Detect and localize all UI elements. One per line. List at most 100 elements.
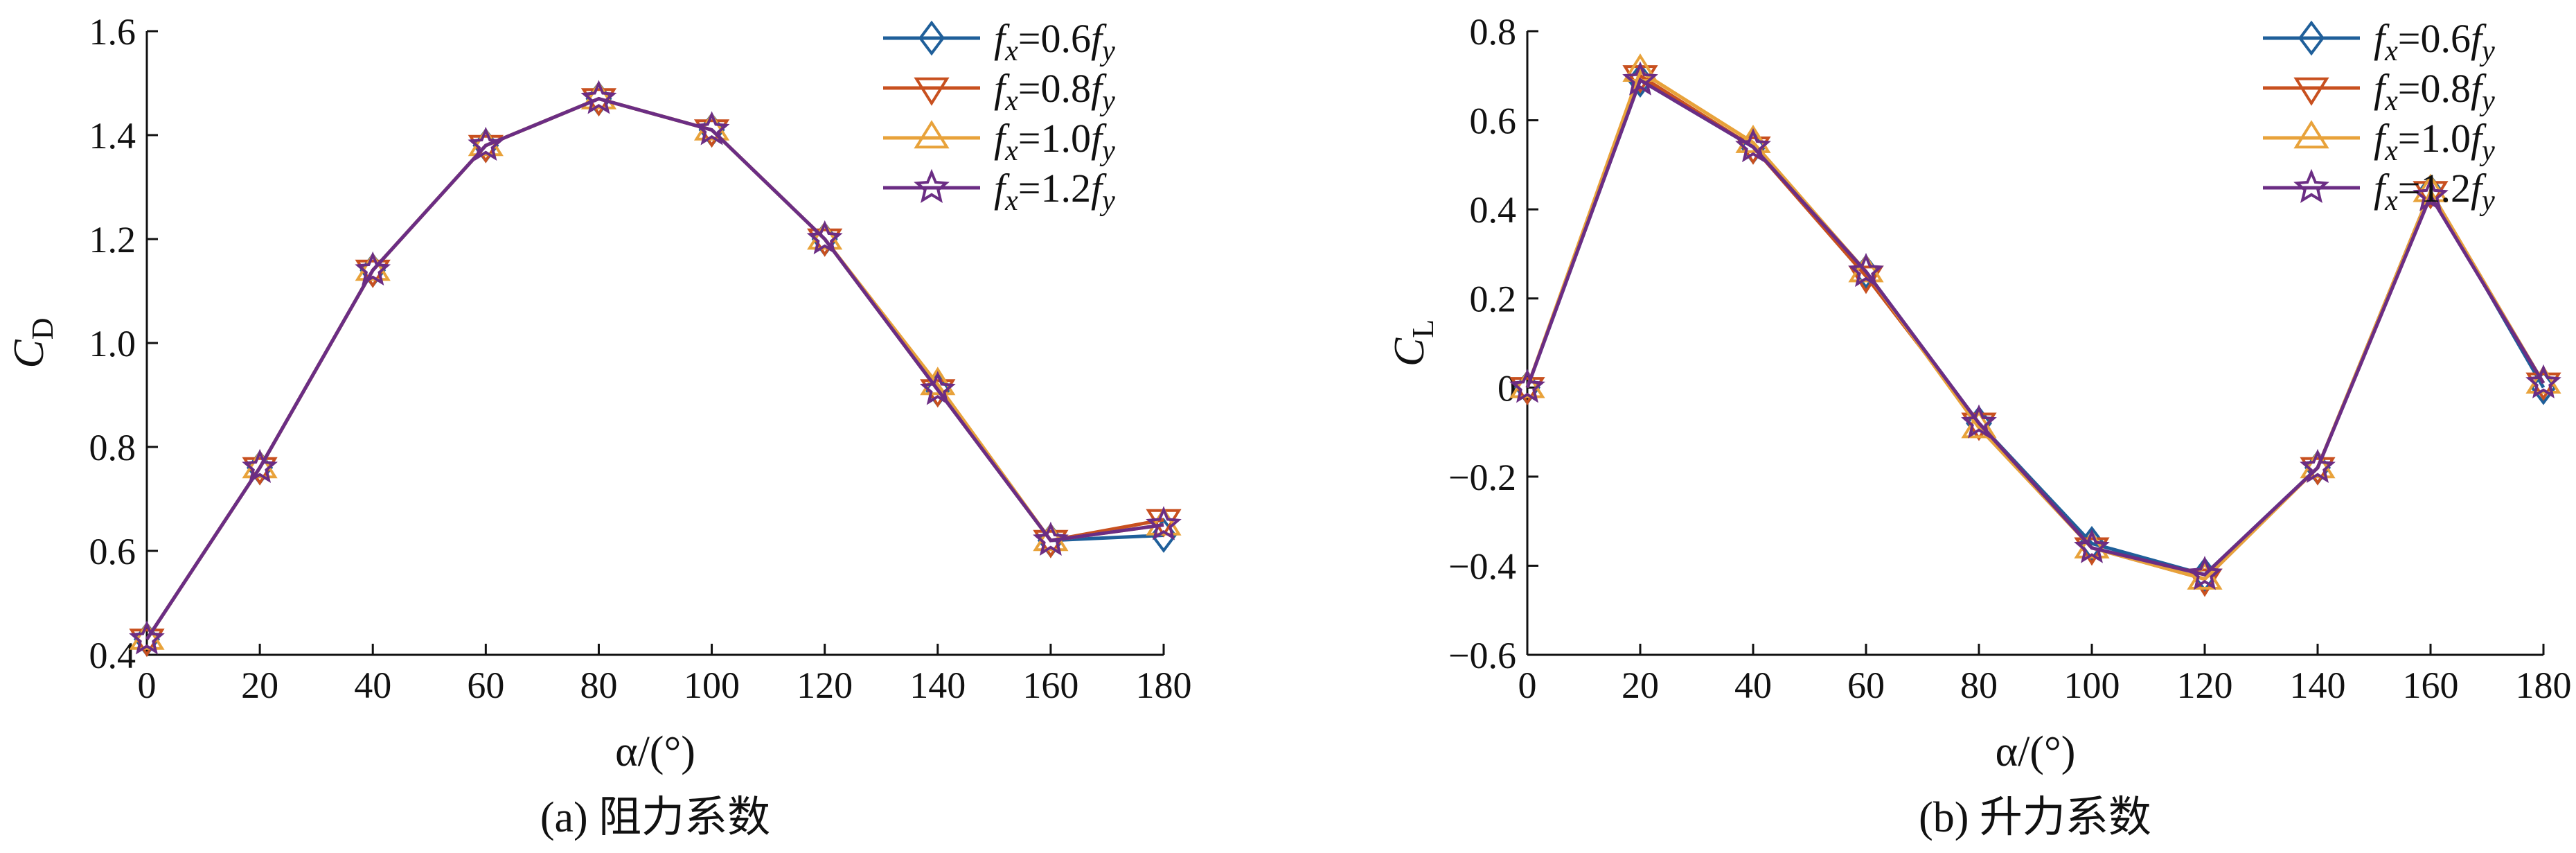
chart-b-legend-label: fx=0.8fy: [2374, 66, 2495, 117]
chart-b-legend-swatch-marker: [2293, 120, 2329, 149]
chart-b-data-point: [2525, 364, 2561, 398]
chart-a-x-tick-label: 160: [1022, 665, 1078, 706]
chart-b-y-tick-label: 0.2: [1470, 279, 1517, 320]
chart-a-data-point: [919, 371, 956, 405]
chart-a-data-point: [580, 80, 617, 114]
chart-b-series-4: [1509, 61, 2561, 590]
chart-a-x-axis-title: α/(°): [615, 728, 695, 775]
chart-b-legend-swatch-marker: [2293, 168, 2329, 204]
legend-sub-y: y: [1099, 135, 1115, 167]
chart-b-data-point: [1848, 254, 1884, 283]
legend-sub-x: x: [1004, 85, 1018, 117]
chart-a-data-point: [693, 111, 730, 146]
chart-a-x-tick-label: 40: [354, 665, 391, 706]
chart-a-y-tick-label: 0.4: [89, 635, 136, 676]
chart-b-data-point: [2074, 529, 2110, 559]
chart-a-x-tick-label: 80: [580, 665, 617, 706]
chart-a-data-point: [1146, 507, 1182, 536]
chart-b-data-point: [1509, 369, 1545, 398]
chart-a-y-axis-title-main: C: [6, 340, 53, 369]
legend-sub-x: x: [1004, 185, 1018, 217]
legend-sub-x: x: [2384, 35, 2398, 67]
legend-sub-y: y: [2479, 85, 2495, 117]
chart-b-data-point: [1735, 127, 1771, 163]
chart-b-x-axis-title: α/(°): [1996, 728, 2076, 775]
chart-b-x-tick-label: 180: [2516, 665, 2572, 706]
chart-a-data-point: [129, 620, 165, 655]
chart-b-x-tick-label: 140: [2290, 665, 2346, 706]
chart-a-y-tick-label: 1.4: [89, 115, 136, 157]
chart-b-y-axis-title-sub: L: [1406, 319, 1440, 338]
chart-b-x-tick-label: 160: [2403, 665, 2459, 706]
legend-equals-value: =1.2: [2398, 166, 2471, 211]
chart-a-series-line: [145, 96, 1164, 640]
legend-equals-value: =1.0: [2398, 116, 2471, 161]
chart-b-data-point: [1961, 404, 1997, 439]
chart-a-series-4: [129, 80, 1182, 655]
chart-a-data-point: [806, 220, 843, 255]
chart-a-data-point: [807, 221, 843, 250]
chart-b-data-point: [1848, 252, 1884, 288]
chart-b-data-point: [2074, 529, 2110, 563]
chart-a-data-point: [1033, 522, 1069, 552]
chart-a-legend-label: fx=0.6fy: [994, 16, 1115, 67]
chart-b-legend-label: fx=1.0fy: [2374, 116, 2495, 167]
legend-sub-y: y: [1099, 185, 1115, 217]
legend-equals-value: =1.0: [1018, 116, 1091, 161]
chart-a-x-tick-label: 0: [138, 665, 157, 706]
chart-a-y-axis-title: CD: [6, 317, 60, 368]
chart-a-series-line: [145, 96, 1164, 640]
chart-a-x-tick-label: 60: [467, 665, 504, 706]
chart-b-y-tick-label: 0.6: [1470, 100, 1517, 142]
chart-a-x-tick-label: 180: [1136, 665, 1192, 706]
chart-a-data-point: [355, 252, 391, 281]
legend-equals-value: =1.2: [1018, 166, 1091, 211]
legend-sub-x: x: [1004, 135, 1018, 167]
chart-b-data-point: [2187, 556, 2223, 590]
chart-a: 0 20 40 60 80 100 120 140 160 180 0.4 0.6 0.8 1.0 1.2 1…: [6, 11, 1192, 841]
legend-sub-x: x: [2384, 85, 2398, 117]
chart-a-y-tick-label: 1.6: [89, 11, 136, 53]
chart-a-data-point: [355, 251, 391, 286]
chart-b-data-point: [2413, 173, 2449, 202]
chart-a-caption: (a) 阻力系数: [540, 794, 770, 841]
chart-a-legend-label: fx=0.8fy: [994, 66, 1115, 117]
chart-b-legend-swatch-marker: [2298, 20, 2325, 56]
chart-b-data-point: [1509, 369, 1545, 403]
chart-a-data-point: [1033, 521, 1069, 556]
chart-b-legend-label: fx=0.6fy: [2374, 16, 2495, 67]
chart-b-data-point: [1735, 124, 1771, 153]
chart-b: 0 20 40 60 80 100 120 140 160 180 −0.6 −0.4 −0.2 0 0.2…: [1386, 11, 2572, 841]
chart-a-data-point: [1146, 506, 1182, 540]
chart-a-y-tick-label: 0.8: [89, 427, 136, 468]
legend-sub-y: y: [1099, 35, 1115, 67]
legend-equals-value: =0.8: [2398, 66, 2471, 111]
legend-sub-x: x: [2384, 185, 2398, 217]
legend-sub-x: x: [1004, 35, 1018, 67]
chart-b-data-point: [2300, 450, 2336, 479]
legend-equals-value: =0.6: [1018, 16, 1091, 61]
legend-sub-x: x: [2384, 135, 2398, 167]
chart-a-data-point: [242, 450, 278, 479]
chart-b-y-tick-label: 0: [1498, 367, 1516, 409]
chart-b-x-tick-label: 0: [1518, 665, 1537, 706]
chart-b-legend-swatch-marker: [2293, 77, 2329, 106]
chart-b-y-axis-title-main: C: [1386, 337, 1433, 367]
chart-a-legend-swatch-marker: [914, 77, 950, 106]
chart-b-caption: (b) 升力系数: [1919, 794, 2151, 841]
legend-sub-y: y: [1099, 85, 1115, 117]
chart-b-x-tick-label: 20: [1622, 665, 1659, 706]
chart-a-legend-label: fx=1.0fy: [994, 116, 1115, 167]
chart-a-series-line: [145, 96, 1164, 640]
legend-sub-y: y: [2479, 35, 2495, 67]
chart-b-y-tick-label: 0.4: [1470, 189, 1517, 231]
legend-equals-value: =0.6: [2398, 16, 2471, 61]
chart-b-data-point: [2413, 177, 2449, 211]
chart-a-y-tick-label: 0.6: [89, 531, 136, 572]
chart-b-data-point: [2525, 365, 2561, 394]
legend-sub-y: y: [2479, 185, 2495, 217]
chart-b-x-tick-label: 80: [1960, 665, 1998, 706]
